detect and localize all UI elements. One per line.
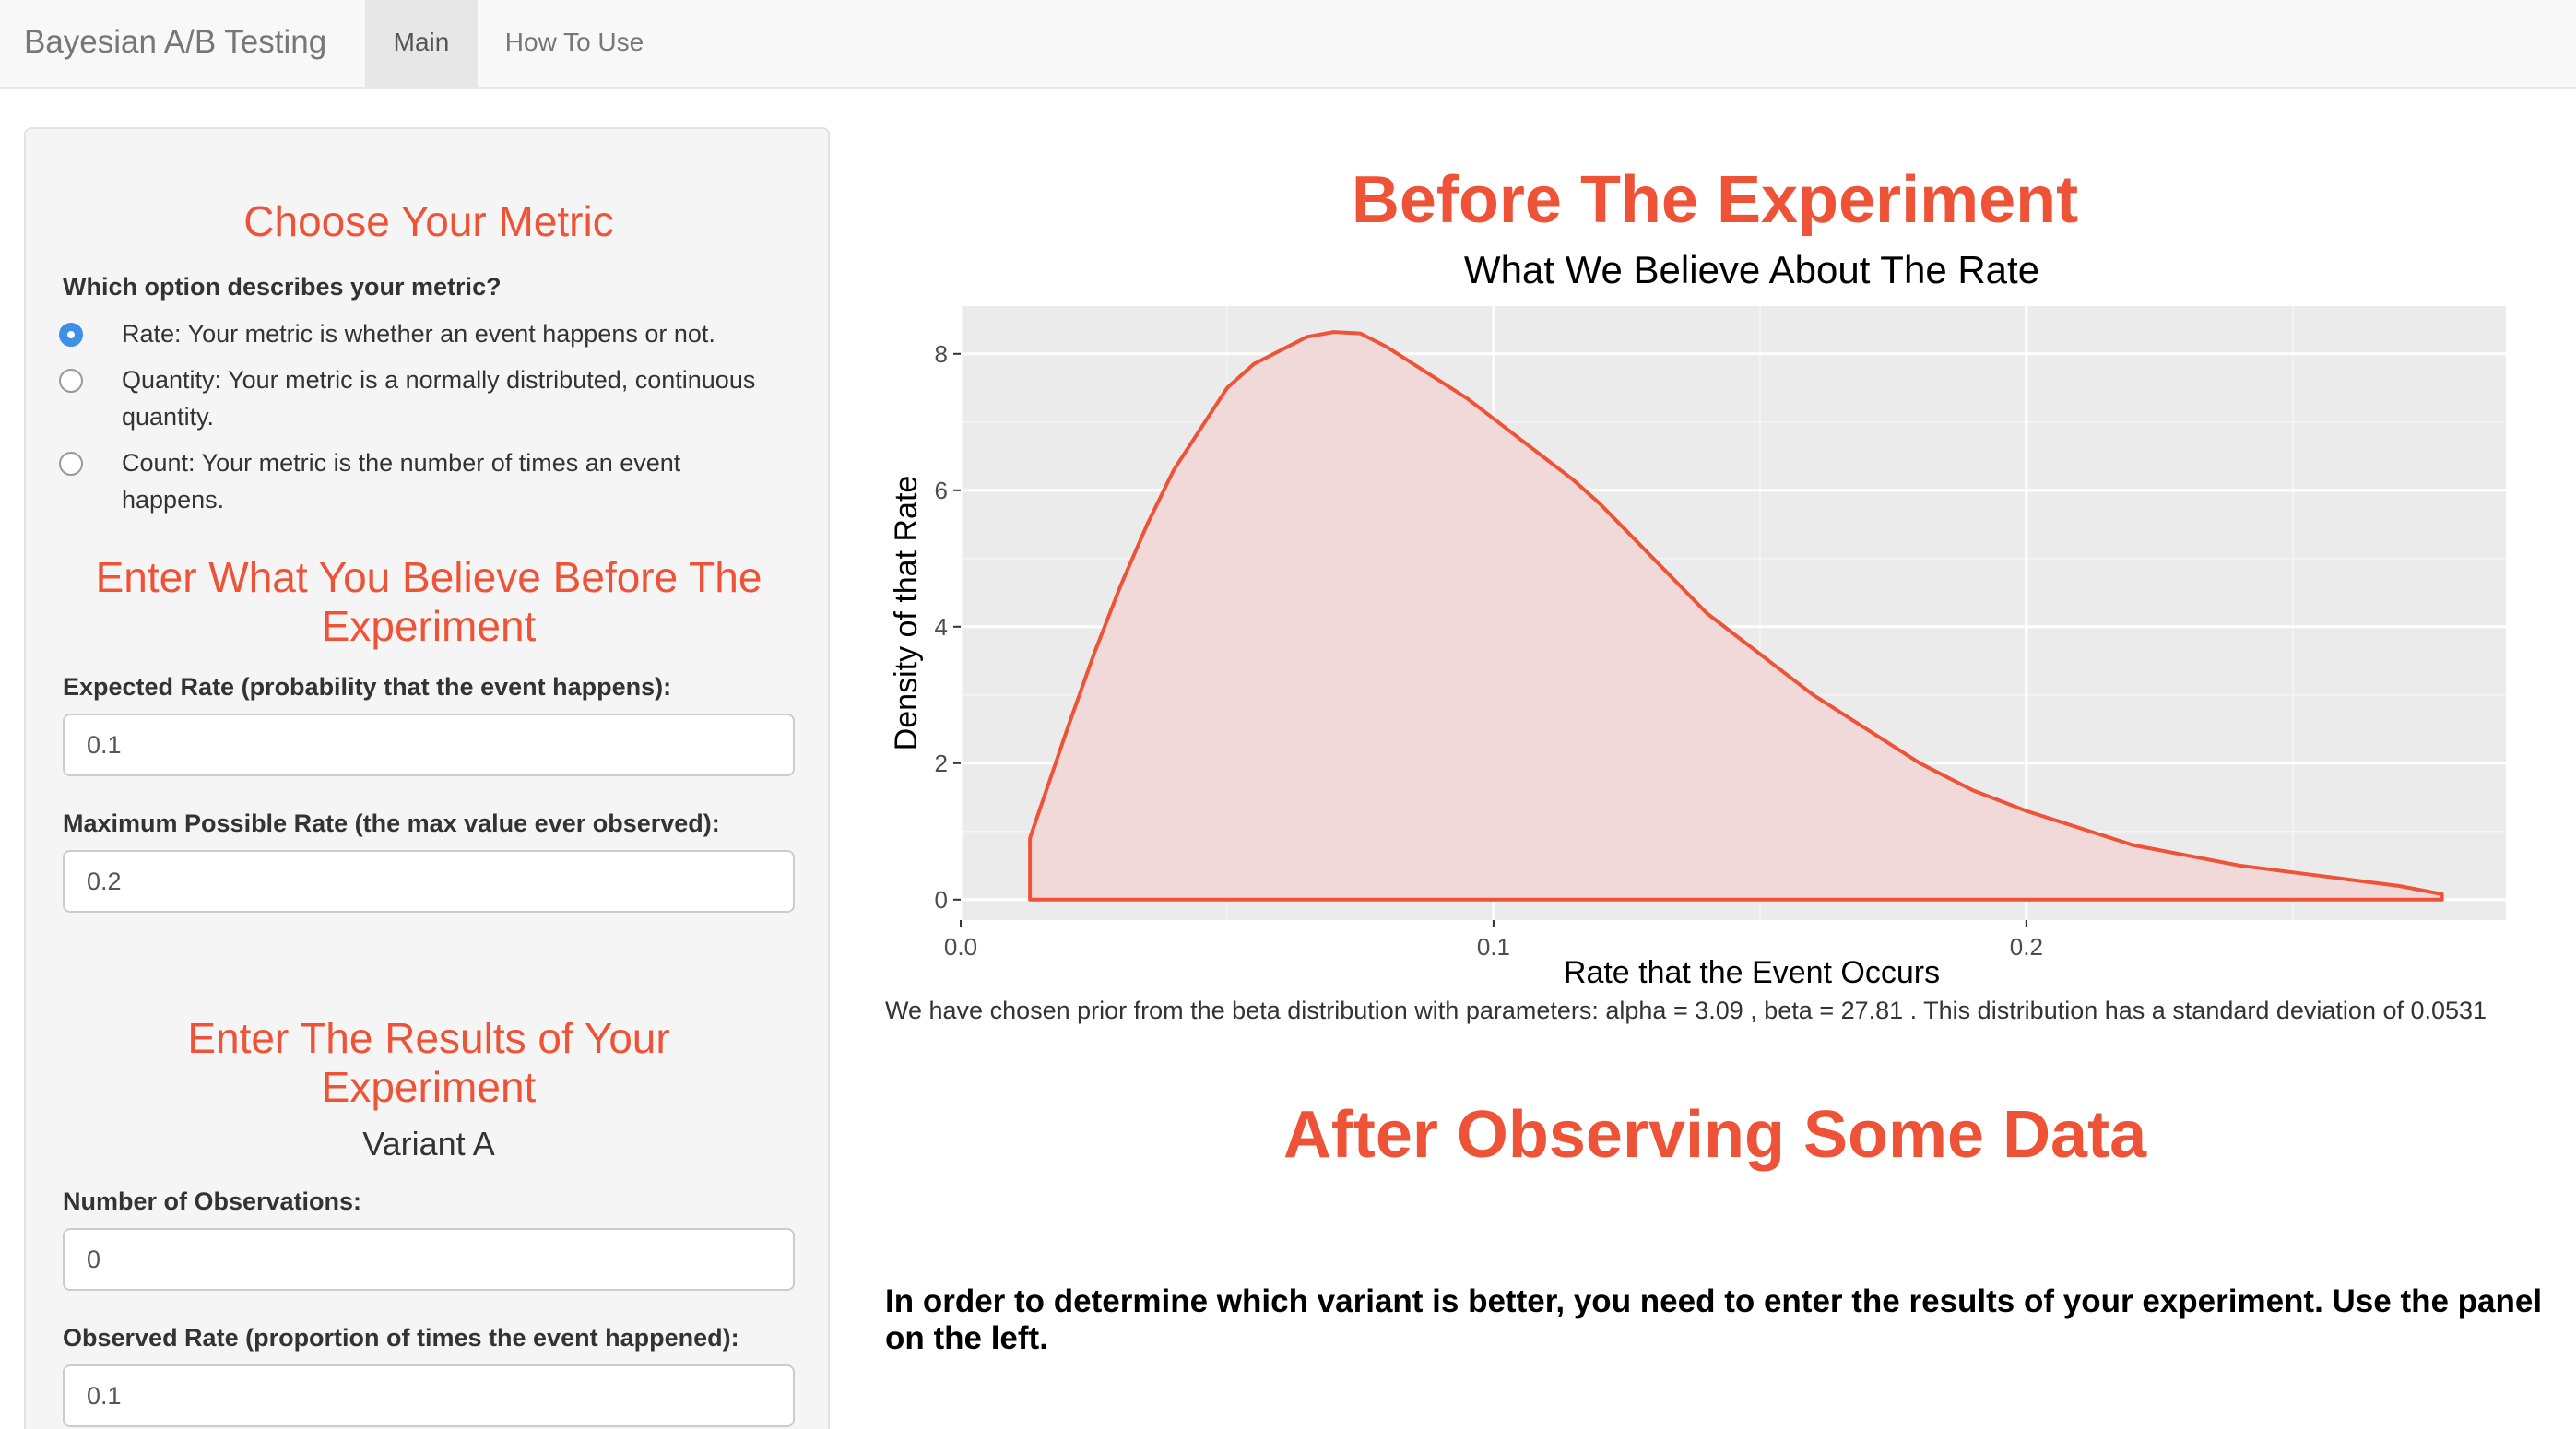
observations-label: Number of Observations: [63,1187,362,1215]
prior-density-chart: What We Believe About The Rate 0.0 0.1 0.2… [889,248,2506,990]
y-axis-label: Density of that Rate [889,476,924,751]
observed-rate-input[interactable] [63,1364,795,1427]
axis-layer: 0.0 0.1 0.2 0 2 4 6 8 [935,340,2043,961]
radio-rate[interactable] [59,323,83,347]
y-tick-label: 0 [935,886,948,914]
results-heading: Enter The Results of Your Experiment [187,1014,670,1111]
x-tick-label: 0.1 [1477,933,1510,961]
y-tick-label: 8 [935,340,948,368]
before-experiment-heading: Before The Experiment [1351,163,2079,237]
choose-metric-heading: Choose Your Metric [243,197,614,245]
expected-rate-input[interactable] [63,714,795,776]
x-tick-label: 0.0 [944,933,977,961]
tab-main[interactable]: Main [365,0,478,89]
x-tick-label: 0.2 [2010,933,2043,961]
y-tick-label: 6 [935,477,948,504]
prior-heading: Enter What You Believe Before The Experi… [95,553,762,650]
metric-option-label: Quantity: Your metric is a normally dist… [122,366,756,431]
chart-title: What We Believe About The Rate [1464,248,2039,291]
variant-a-label: Variant A [362,1125,495,1163]
max-rate-input[interactable] [63,850,795,913]
density-curve [1028,330,2444,902]
y-tick-label: 4 [935,613,948,641]
observations-input[interactable] [63,1228,795,1291]
navbar: Bayesian A/B Testing Main How To Use [0,0,2576,89]
observed-rate-label: Observed Rate (proportion of times the e… [63,1324,739,1352]
expected-rate-label: Expected Rate (probability that the even… [63,673,672,701]
after-data-heading: After Observing Some Data [1282,1098,2147,1172]
x-axis-label: Rate that the Event Occurs [1564,955,1940,990]
metric-option-label: Rate: Your metric is whether an event ha… [122,320,715,348]
metric-option-label: Count: Your metric is the number of time… [122,449,681,514]
max-rate-label: Maximum Possible Rate (the max value eve… [63,809,720,837]
sidebar-panel: Choose Your Metric Which option describe… [24,127,830,1429]
prior-description: We have chosen prior from the beta distr… [885,997,2487,1024]
y-tick-label: 2 [935,750,948,777]
radio-quantity[interactable] [59,369,83,393]
instructions-notice: In order to determine which variant is b… [885,1283,2543,1356]
app-brand[interactable]: Bayesian A/B Testing [24,24,327,60]
tab-how-to-use[interactable]: How To Use [504,28,644,56]
metric-question-label: Which option describes your metric? [63,273,502,301]
radio-count[interactable] [59,452,83,476]
